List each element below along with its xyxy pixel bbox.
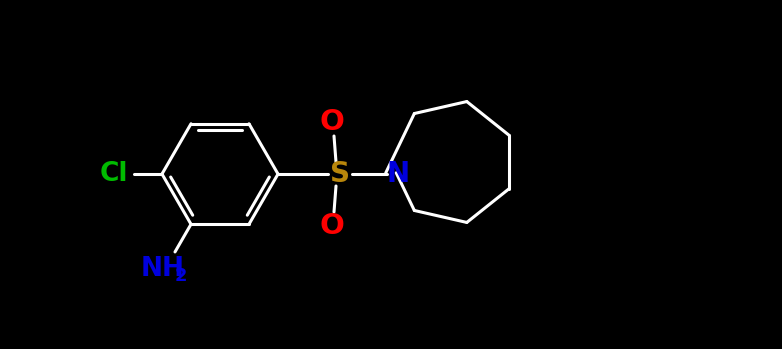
Text: O: O [320,212,344,240]
Text: 2: 2 [174,267,187,285]
Text: NH: NH [141,256,185,282]
Text: Cl: Cl [100,161,128,187]
Text: N: N [386,160,410,188]
Text: S: S [330,160,350,188]
Text: O: O [320,108,344,136]
